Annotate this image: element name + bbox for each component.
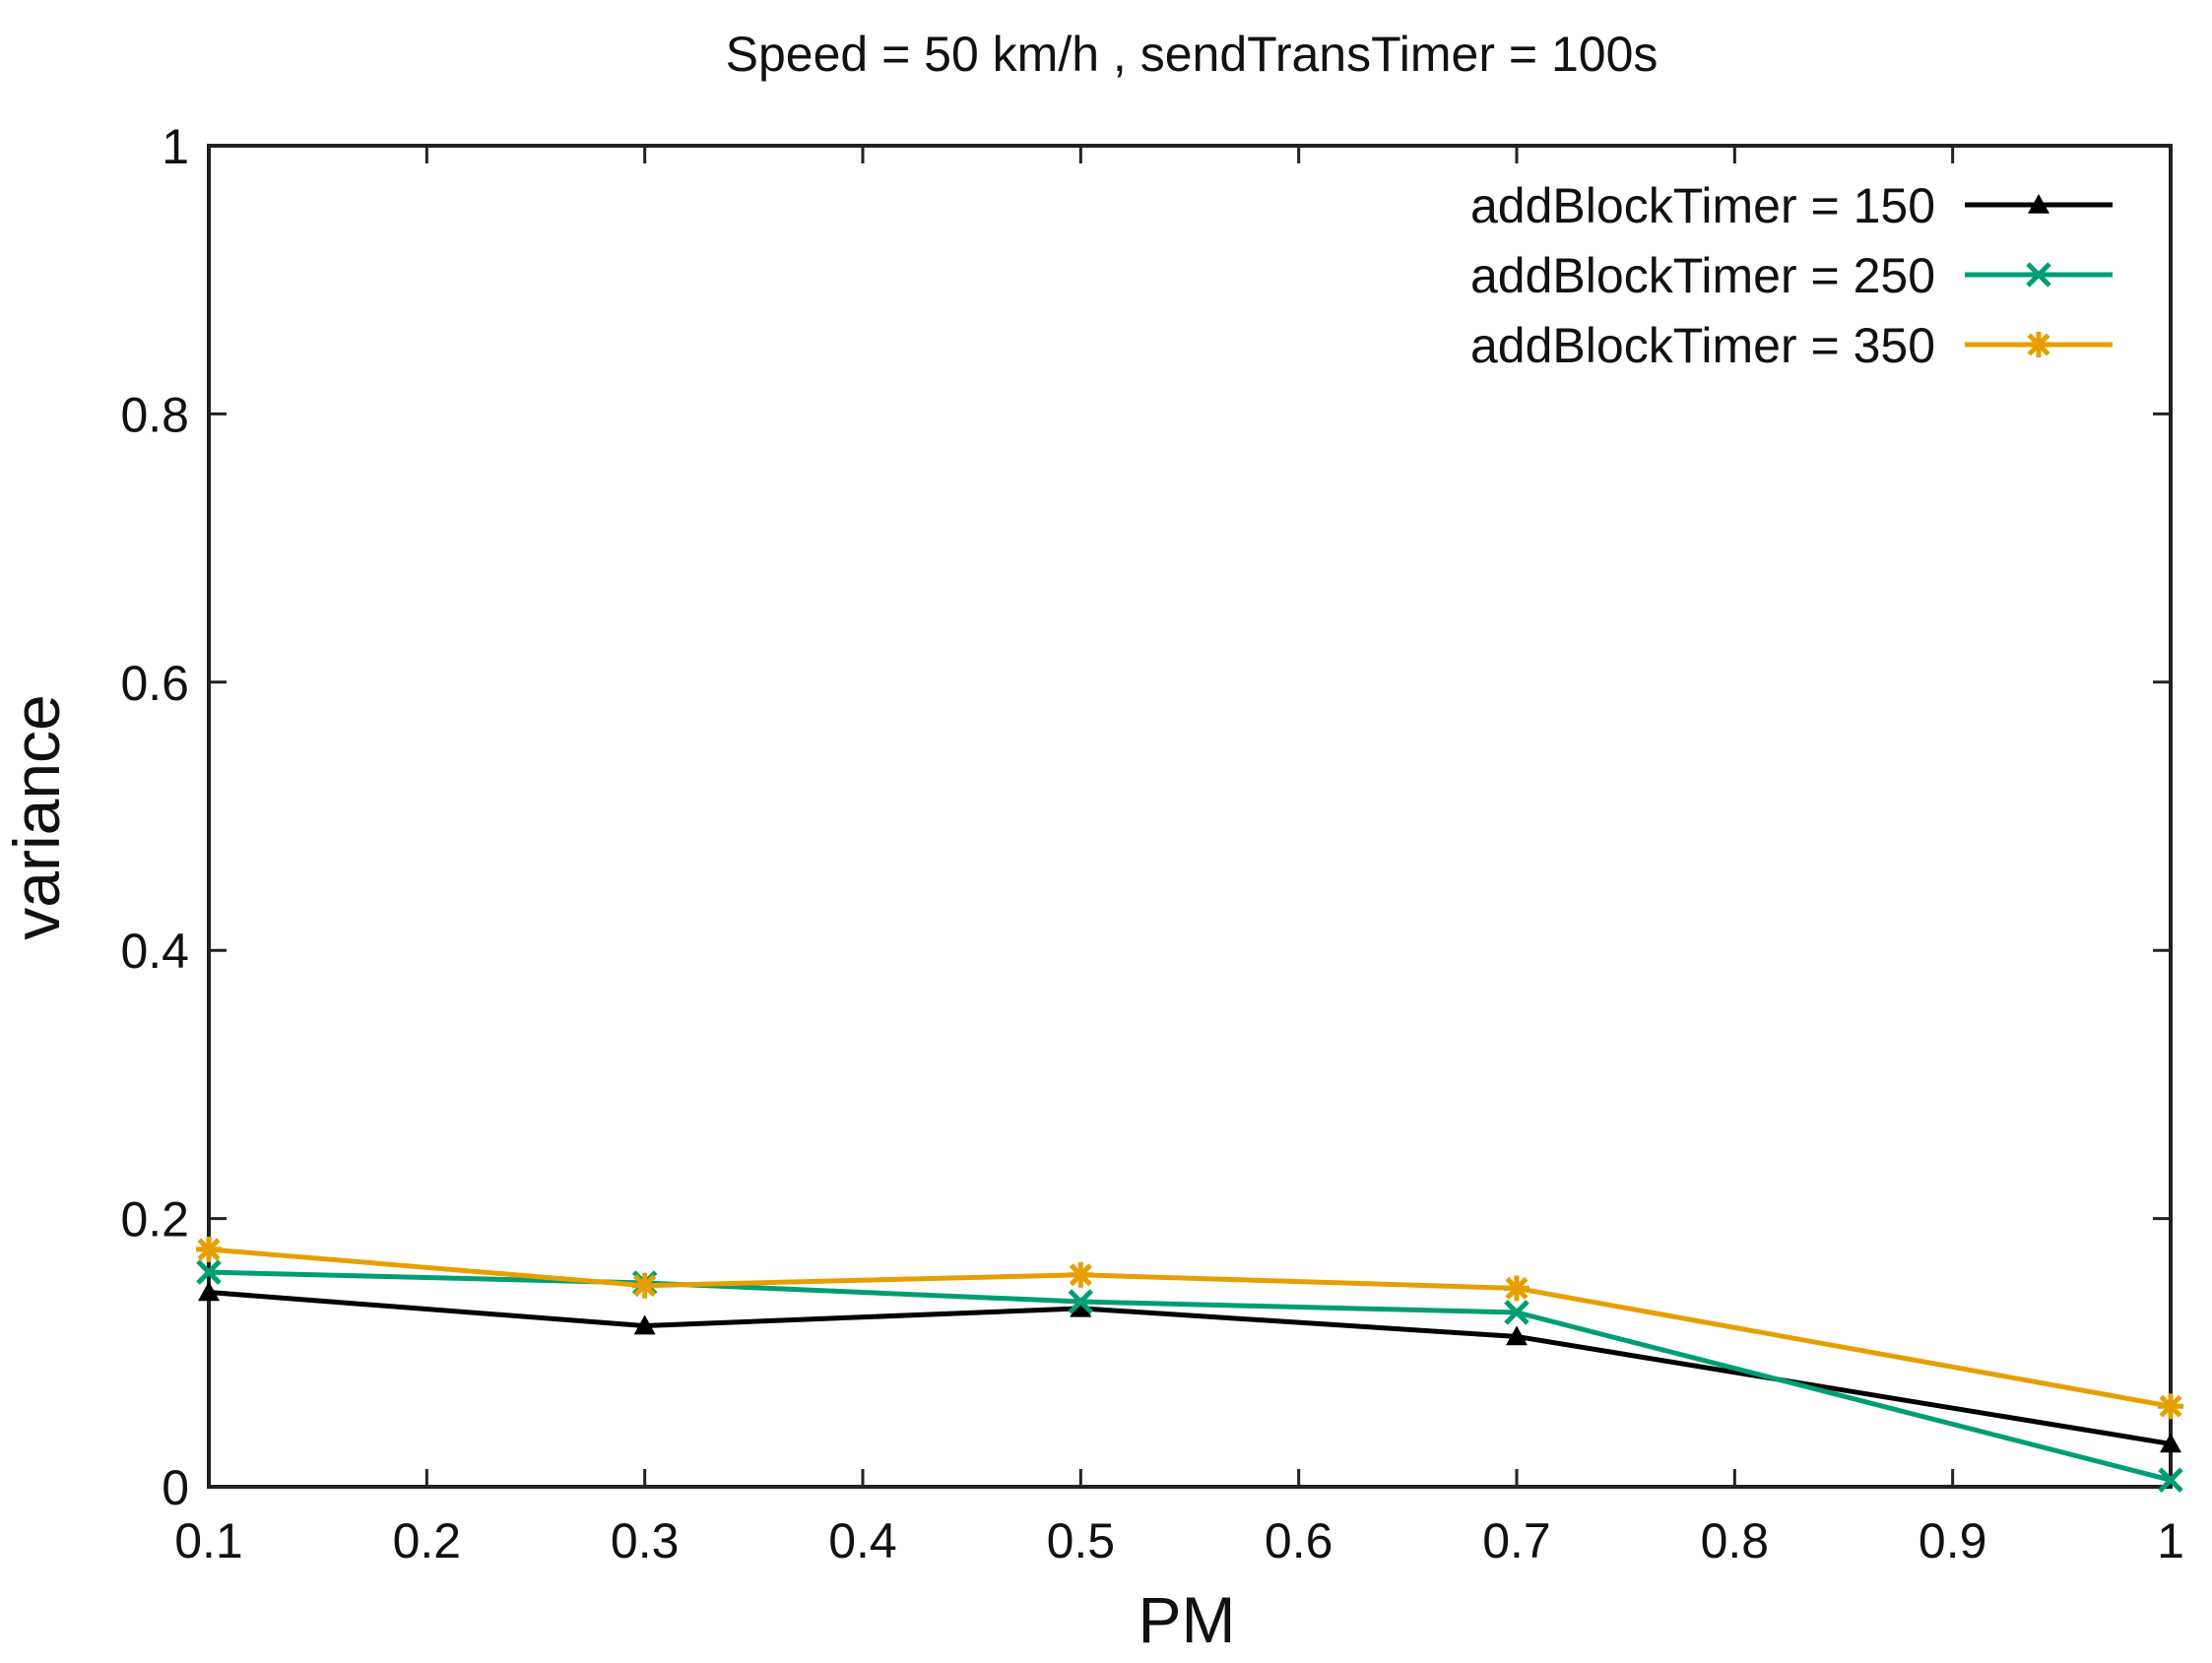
legend: addBlockTimer = 150 addBlockTimer = 250 ad… — [1470, 178, 2113, 373]
data-point — [1070, 1297, 1092, 1317]
x-tick-label: 0.4 — [828, 1513, 897, 1568]
series-1 — [198, 1281, 2181, 1453]
x-tick-label: 0.3 — [611, 1513, 680, 1568]
data-point-stroke — [1069, 1263, 1092, 1287]
x-tick-label: 0.2 — [393, 1513, 462, 1568]
axis-ticks: 0.1 0.2 0.3 0.4 0.5 0.6 0.7 0.8 0.9 1 0 0.2 0.4 0.6 0.… — [120, 119, 2183, 1568]
y-tick-label: 0.6 — [120, 656, 189, 711]
data-point — [1068, 1261, 1094, 1288]
legend-label: addBlockTimer = 250 — [1470, 248, 1935, 303]
y-tick-label: 1 — [162, 119, 189, 174]
chart-title: Speed = 50 km/h , sendTransTimer = 100s — [726, 27, 1659, 82]
data-point-stroke — [2158, 1467, 2183, 1493]
x-tick-label: 1 — [2157, 1513, 2184, 1568]
data-point — [1068, 1289, 1094, 1314]
y-tick-label: 0.2 — [120, 1192, 189, 1247]
x-tick-label: 0.7 — [1482, 1513, 1551, 1568]
data-point-stroke — [1504, 1300, 1529, 1325]
plot-frame — [207, 144, 2173, 1489]
data-point — [2160, 1433, 2181, 1453]
data-point-stroke — [1505, 1276, 1529, 1300]
legend-swatch-marker — [2028, 194, 2049, 214]
legend-swatch-marker — [2026, 262, 2051, 288]
series-2 — [196, 1259, 2183, 1493]
y-tick-label: 0.4 — [120, 924, 189, 979]
data-point-stroke — [2159, 1394, 2182, 1418]
x-tick-label: 0.9 — [1919, 1513, 1987, 1568]
data-point — [198, 1281, 220, 1302]
x-tick-label: 0.8 — [1701, 1513, 1770, 1568]
x-tick-label: 0.5 — [1047, 1513, 1116, 1568]
data-point — [631, 1272, 658, 1299]
data-point — [1506, 1325, 1528, 1346]
series-3 — [196, 1236, 2183, 1420]
legend-swatch-marker — [2026, 332, 2051, 357]
data-point — [2158, 1393, 2183, 1420]
legend-label: addBlockTimer = 150 — [1470, 178, 1935, 233]
series-line — [208, 1269, 2172, 1483]
legend-swatch-marker-stroke — [2027, 333, 2050, 356]
y-tick-label: 0.8 — [120, 387, 189, 442]
data-point — [196, 1236, 222, 1262]
series-line — [208, 1247, 2172, 1409]
data-point-stroke — [196, 1259, 222, 1285]
legend-label: addBlockTimer = 350 — [1470, 318, 1935, 373]
x-tick-label: 0.6 — [1265, 1513, 1334, 1568]
y-axis-title: variance — [0, 694, 73, 939]
data-point — [1504, 1275, 1529, 1302]
data-point-stroke — [197, 1238, 221, 1261]
data-point — [1504, 1300, 1529, 1325]
legend-swatch-marker-stroke — [2026, 262, 2051, 288]
data-point-stroke — [1068, 1289, 1094, 1314]
data-point — [196, 1259, 222, 1285]
x-tick-label: 0.1 — [174, 1513, 243, 1568]
data-point-stroke — [633, 1274, 657, 1298]
plot-border — [207, 144, 2173, 1489]
data-point — [2158, 1467, 2183, 1493]
series-lines — [196, 1236, 2183, 1493]
x-axis-title: PM — [1139, 1583, 1236, 1656]
data-point — [633, 1314, 656, 1335]
y-tick-label: 0 — [162, 1460, 189, 1515]
series-line — [208, 1290, 2172, 1446]
